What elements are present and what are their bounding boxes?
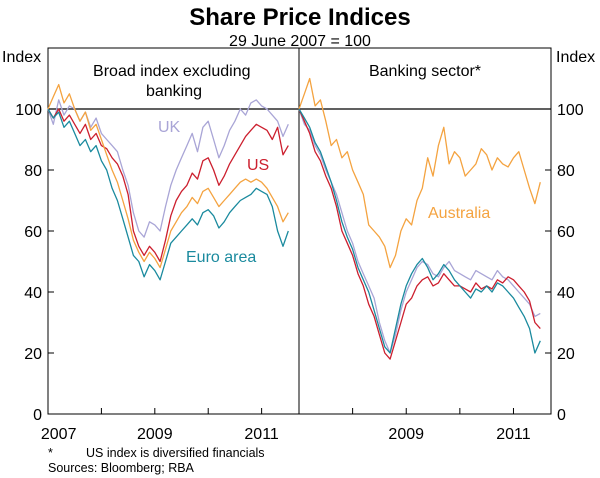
y-tick-label-right-20: 20 [557,346,575,363]
y-tick-label-right-40: 40 [557,285,575,302]
chart-subtitle: 29 June 2007 = 100 [229,33,371,50]
y-tick-label-right-100: 100 [557,102,584,119]
x-tick-label-0-2007: 2007 [41,426,77,443]
series-line-banking-euro-area [298,108,541,354]
y-tick-label-left-80: 80 [24,163,42,180]
panel-left-title-line2: banking [146,83,202,100]
series-line-banking-australia [298,77,541,269]
panel-left-title-line1: Broad index excluding [93,63,250,80]
series-label-uk: UK [158,119,181,136]
footnote-marker: * [48,446,53,460]
series-line-broad-us [47,108,289,263]
x-tick-label-0-2009: 2009 [137,426,173,443]
sources-note: Sources: Bloomberg; RBA [48,461,195,475]
series-layer [47,77,541,360]
y-tick-label-right-0: 0 [557,407,566,424]
y-tick-label-right-80: 80 [557,163,575,180]
x-tick-layer: 2007 2009 2011 2009 2011 [41,408,531,443]
y-axis-label-right: Index [556,49,595,66]
y-tick-label-left-100: 100 [15,102,42,119]
x-tick-label-1-2011: 2011 [496,426,531,443]
series-label-euro-area: Euro area [186,249,256,266]
series-line-banking-us [298,108,541,360]
y-tick-label-right-60: 60 [557,224,575,241]
series-line-broad-euro-area [47,108,289,281]
y-axis-label-left: Index [2,49,41,66]
y-tick-label-left-60: 60 [24,224,42,241]
x-tick-label-0-2011: 2011 [244,426,279,443]
panel-right-title: Banking sector* [369,63,481,80]
series-label-australia: Australia [428,205,490,222]
series-label-us: US [247,157,269,174]
footnote-text: US index is diversified financials [86,446,265,460]
y-tick-label-left-40: 40 [24,285,42,302]
chart-title: Share Price Indices [189,4,410,31]
panel-left-title: Broad index excluding banking [93,63,255,100]
series-line-broad-australia [47,83,289,269]
y-tick-layer: 0 0 20 20 40 40 60 60 80 80 100 100 [15,102,584,424]
x-tick-label-1-2009: 2009 [388,426,424,443]
y-tick-label-left-0: 0 [33,407,42,424]
series-line-banking-uk [298,108,541,354]
y-tick-label-left-20: 20 [24,346,42,363]
